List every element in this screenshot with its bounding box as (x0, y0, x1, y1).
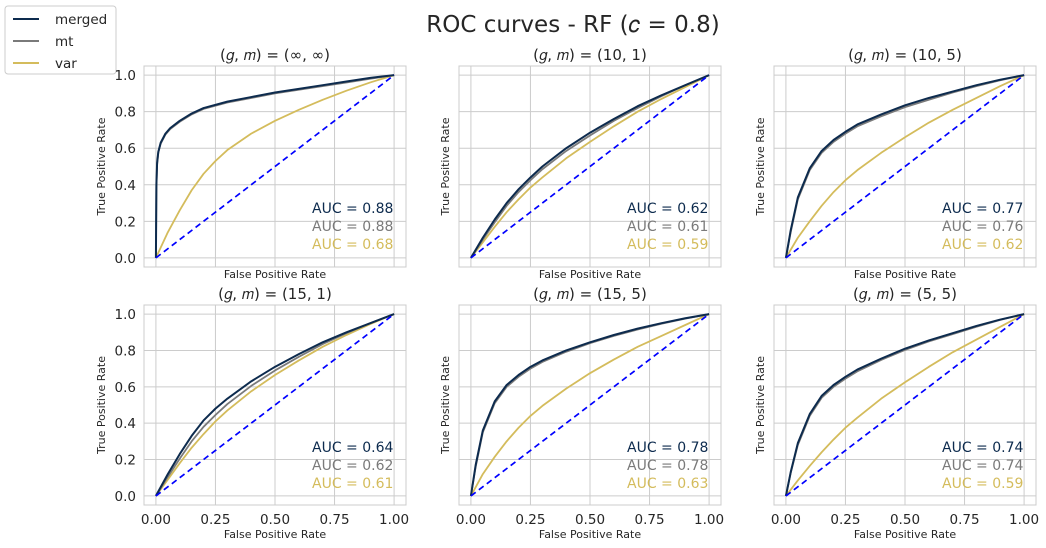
y-tick-label: 0.0 (115, 251, 136, 267)
x-axis-label: False Positive Rate (224, 528, 326, 541)
x-tick-label: 0.00 (141, 512, 171, 528)
panel-title: (𝑔, 𝑚) = (10, 1) (533, 46, 647, 64)
auc-label-merged: AUC = 0.78 (627, 440, 708, 456)
y-tick-label: 0.8 (115, 343, 136, 359)
x-tick-label: 0.25 (200, 512, 230, 528)
roc-panel-1: 0.0 0.2 0.4 0.6 0.8 1.0 False Positive Rate Tru… (95, 46, 407, 281)
x-tick-label: 0.75 (950, 512, 980, 528)
x-axis-label: False Positive Rate (224, 268, 326, 281)
auc-label-merged: AUC = 0.77 (942, 201, 1023, 217)
plot-frame (458, 65, 722, 268)
x-axis-label: False Positive Rate (539, 268, 641, 281)
auc-label-var: AUC = 0.62 (942, 237, 1023, 253)
x-tick-label: 0.50 (890, 512, 920, 528)
auc-label-mt: AUC = 0.78 (627, 458, 708, 474)
legend: merged mt var (4, 5, 117, 75)
auc-label-var: AUC = 0.68 (312, 237, 393, 253)
plot-frame (143, 65, 407, 268)
y-tick-label: 1.0 (115, 68, 136, 84)
roc-curve-merged (154, 74, 395, 258)
roc-curve-var (470, 74, 710, 259)
x-tick-label: 0.50 (575, 512, 605, 528)
panels: 0.0 0.2 0.4 0.6 0.8 1.0 False Positive Rate Tru… (95, 46, 1039, 541)
y-tick-label: 0.0 (115, 489, 136, 505)
y-tick-label: 0.6 (115, 141, 136, 157)
y-axis-label: True Positive Rate (95, 356, 108, 455)
legend-frame (4, 5, 117, 75)
auc-label-var: AUC = 0.59 (942, 476, 1023, 492)
auc-label-merged: AUC = 0.88 (312, 201, 393, 217)
y-tick-label: 0.2 (115, 453, 136, 469)
chance-diagonal (785, 74, 1025, 259)
auc-label-mt: AUC = 0.88 (312, 219, 393, 235)
roc-panel-5: 0.00 0.25 0.50 0.75 1.00 False Positive Rate T… (439, 285, 724, 541)
x-tick-label: 0.75 (320, 512, 350, 528)
roc-curve-merged (784, 313, 1025, 497)
figure-title: ROC curves - RF (𝑐 = 0.8) (426, 12, 719, 38)
plot-frame (458, 304, 722, 506)
legend-label-mt: mt (55, 34, 73, 50)
auc-label-merged: AUC = 0.74 (942, 440, 1023, 456)
x-axis-label: False Positive Rate (854, 268, 956, 281)
x-tick-label: 1.00 (379, 512, 409, 528)
x-axis-label: False Positive Rate (539, 528, 641, 541)
panel-title: (𝑔, 𝑚) = (15, 5) (533, 285, 647, 303)
auc-label-mt: AUC = 0.62 (312, 458, 393, 474)
panel-title: (𝑔, 𝑚) = (10, 5) (848, 46, 962, 64)
x-tick-label: 0.25 (830, 512, 860, 528)
chance-diagonal (470, 74, 710, 259)
auc-label-mt: AUC = 0.74 (942, 458, 1023, 474)
y-tick-label: 0.2 (115, 214, 136, 230)
auc-label-merged: AUC = 0.62 (627, 201, 708, 217)
roc-panel-6: 0.00 0.25 0.50 0.75 1.00 False Positive Rate T… (754, 285, 1039, 541)
roc-curve-var (470, 313, 710, 497)
roc-curve-var (155, 74, 395, 259)
auc-label-var: AUC = 0.61 (312, 476, 393, 492)
roc-curve-merged (469, 313, 710, 497)
x-tick-label: 0.50 (260, 512, 290, 528)
roc-panel-3: False Positive Rate True Positive Rate (𝑔,… (754, 46, 1037, 281)
auc-label-mt: AUC = 0.61 (627, 219, 708, 235)
y-tick-label: 0.6 (115, 380, 136, 396)
chance-diagonal (155, 74, 395, 259)
plot-frame (773, 304, 1037, 506)
roc-curve-var (155, 313, 395, 497)
panel-title: (𝑔, 𝑚) = (15, 1) (218, 285, 332, 303)
x-tick-label: 0.75 (635, 512, 665, 528)
y-axis-label: True Positive Rate (439, 356, 452, 455)
y-axis-label: True Positive Rate (754, 117, 767, 216)
plot-frame (773, 65, 1037, 268)
roc-curve-merged (784, 74, 1025, 259)
y-axis-label: True Positive Rate (439, 117, 452, 216)
roc-curve-var (785, 74, 1025, 259)
x-tick-label: 0.00 (456, 512, 486, 528)
auc-label-mt: AUC = 0.76 (942, 219, 1023, 235)
x-axis-label: False Positive Rate (854, 528, 956, 541)
y-tick-label: 0.4 (115, 178, 136, 194)
plot-frame (143, 304, 407, 506)
auc-label-var: AUC = 0.63 (627, 476, 708, 492)
x-tick-label: 1.00 (1009, 512, 1039, 528)
auc-label-var: AUC = 0.59 (627, 237, 708, 253)
roc-curve-merged (470, 74, 710, 259)
panel-title: (𝑔, 𝑚) = (5, 5) (853, 285, 957, 303)
panel-title: (𝑔, 𝑚) = (∞, ∞) (220, 46, 330, 64)
y-axis-label: True Positive Rate (754, 356, 767, 455)
y-tick-label: 1.0 (115, 307, 136, 323)
x-tick-label: 0.00 (771, 512, 801, 528)
roc-panel-4: 0.0 0.2 0.4 0.6 0.8 1.0 0.00 0.25 0.50 0.75 1.00 Fa… (95, 285, 409, 541)
auc-label-merged: AUC = 0.64 (312, 440, 393, 456)
roc-curve-merged (155, 313, 395, 497)
y-axis-label: True Positive Rate (95, 117, 108, 216)
roc-curve-var (785, 313, 1025, 497)
legend-label-merged: merged (55, 12, 107, 28)
legend-label-var: var (55, 56, 77, 72)
x-tick-label: 0.25 (515, 512, 545, 528)
x-tick-label: 1.00 (694, 512, 724, 528)
y-tick-label: 0.4 (115, 416, 136, 432)
y-tick-label: 0.8 (115, 105, 136, 121)
roc-panel-2: False Positive Rate True Positive Rate (𝑔,… (439, 46, 722, 281)
